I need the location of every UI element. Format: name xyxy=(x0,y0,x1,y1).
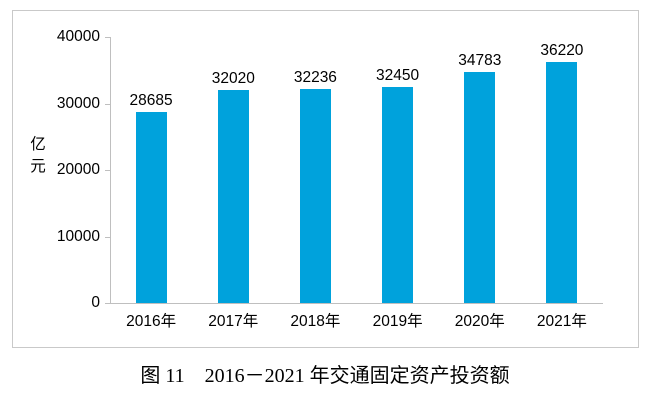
bar-value-label: 34783 xyxy=(458,51,502,69)
bar-2017年 xyxy=(217,90,249,303)
x-axis-category-label: 2017年 xyxy=(208,313,259,330)
bar-2020年 xyxy=(464,71,496,303)
bar-value-label: 36220 xyxy=(540,42,584,60)
bar-value-label: 28685 xyxy=(129,92,173,110)
y-axis-tick xyxy=(105,303,110,304)
y-axis-unit-label: 亿元 xyxy=(28,134,48,178)
bar-value-label: 32236 xyxy=(293,68,337,86)
bar-2018年 xyxy=(299,88,331,303)
bar-2021年 xyxy=(546,62,578,303)
y-axis-tick-label: 20000 xyxy=(56,161,100,178)
x-axis-category-label: 2021年 xyxy=(536,313,587,330)
y-axis-unit-char: 元 xyxy=(30,158,46,175)
y-axis-tick xyxy=(105,170,110,171)
x-axis-line xyxy=(110,303,603,304)
x-axis-category-label: 2020年 xyxy=(454,313,505,330)
x-axis-category-label: 2016年 xyxy=(126,313,177,330)
y-axis-tick-label: 30000 xyxy=(56,94,100,112)
bar-value-label: 32020 xyxy=(211,70,255,88)
chart-frame: 亿元 0 10000 20000 30000 40000 28685 2016年 32020 2… xyxy=(12,10,639,348)
y-axis-tick-label: 40000 xyxy=(56,28,100,45)
y-axis-tick xyxy=(105,236,110,238)
y-axis-line xyxy=(110,37,111,303)
x-axis-category-label: 2018年 xyxy=(290,313,341,330)
bar-2016年 xyxy=(135,112,167,303)
y-axis-tick-label: 10000 xyxy=(56,227,100,245)
y-axis-tick xyxy=(105,103,110,105)
bar-value-label: 32450 xyxy=(376,67,420,85)
figure-caption: 图 11 2016－2021 年交通固定资产投资额 xyxy=(140,365,510,387)
x-axis-category-label: 2019年 xyxy=(372,313,423,330)
y-axis-unit-char: 亿 xyxy=(30,136,46,153)
y-axis-tick-label: 0 xyxy=(91,294,100,311)
y-axis-tick xyxy=(105,37,110,38)
bar-2019年 xyxy=(382,87,414,303)
